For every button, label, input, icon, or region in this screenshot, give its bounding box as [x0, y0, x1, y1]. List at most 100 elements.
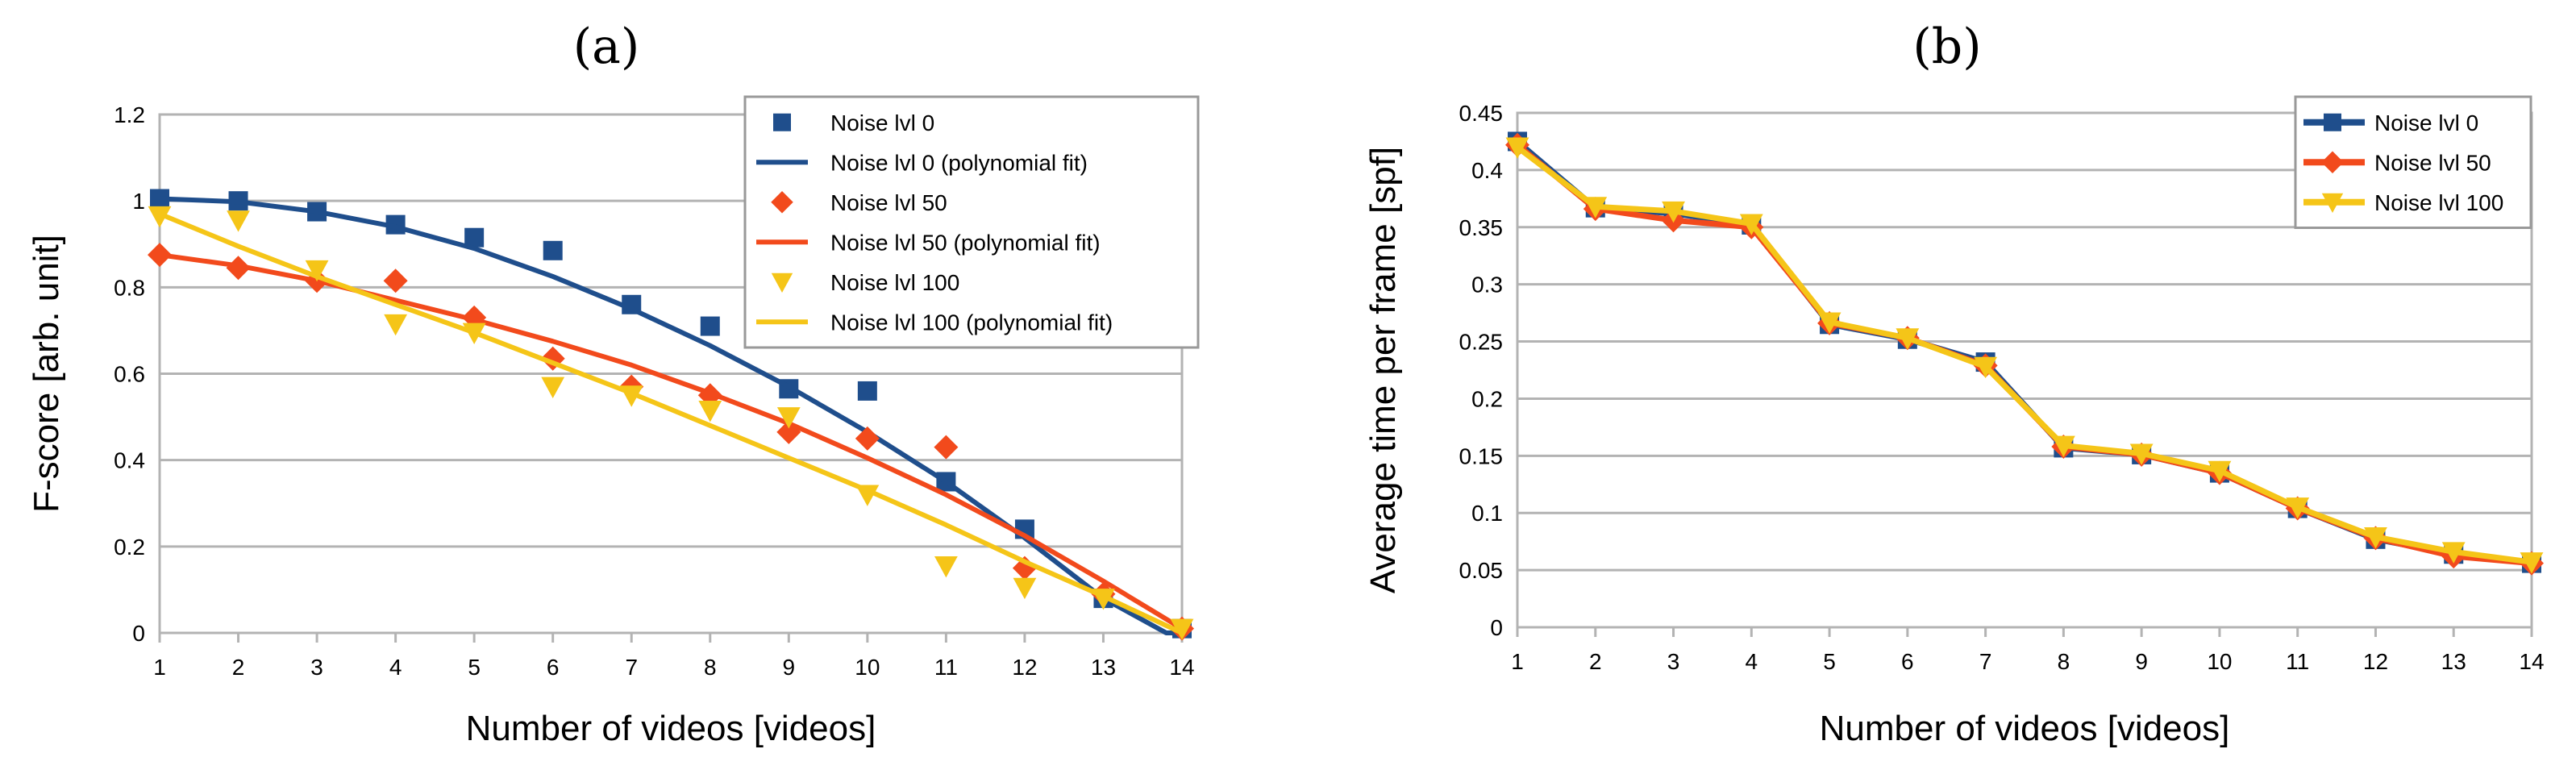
panel-label: (b) — [1912, 19, 1981, 75]
point-noise-lvl-0 — [543, 240, 563, 260]
y-tick-label: 0.4 — [1471, 158, 1503, 183]
chart-b: (b)00.050.10.150.20.250.30.350.40.451 2 3 4… — [1363, 19, 2545, 748]
legend-label: Noise lvl 0 — [830, 110, 934, 135]
point-noise-lvl-100 — [2208, 460, 2232, 483]
x-tick-label: 9 — [783, 655, 796, 680]
y-tick-label: 0.8 — [114, 275, 145, 300]
legend-label: Noise lvl 100 (polynomial fit) — [830, 310, 1113, 335]
x-tick-label: 10 — [855, 655, 880, 680]
x-tick-label: 11 — [2286, 649, 2309, 674]
point-noise-lvl-100 — [1505, 137, 1529, 159]
x-tick-label: 6 — [1901, 649, 1914, 674]
plot-frame — [1516, 111, 2533, 629]
x-tick-label: 14 — [1169, 655, 1194, 680]
x-tick-label: 6 — [547, 655, 560, 680]
legend-swatch-marker — [771, 273, 793, 293]
legend: Noise lvl 0 Noise lvl 50 Noise lvl 100 — [2294, 95, 2532, 229]
point-noise-lvl-0 — [464, 227, 485, 248]
chart-a: (a)00.20.40.60.811.21 2 3 4 5 6 7 8 9 10 11 12 13 14N… — [27, 19, 1200, 748]
y-tick-label: 0.25 — [1459, 330, 1504, 355]
y-tick-label: 0 — [132, 621, 145, 646]
point-noise-lvl-100 — [1583, 197, 1608, 218]
x-tick-label: 13 — [1091, 655, 1116, 680]
y-tick-label: 0.45 — [1459, 101, 1504, 126]
x-tick-label: 7 — [1979, 649, 1992, 674]
legend-label: Noise lvl 100 — [2374, 190, 2503, 215]
y-tick-label: 0.35 — [1459, 215, 1504, 240]
legend-box — [743, 95, 1200, 349]
x-tick-label: 2 — [232, 655, 245, 680]
point-noise-lvl-100 — [1013, 577, 1037, 600]
x-tick-label: 5 — [1823, 649, 1836, 674]
point-noise-lvl-100 — [2520, 552, 2544, 574]
y-tick-label: 0.1 — [1471, 501, 1503, 526]
x-tick-label: 5 — [468, 655, 481, 680]
legend-label: Noise lvl 50 — [830, 190, 947, 215]
legend-swatch-marker — [2324, 113, 2341, 131]
x-tick-label: 12 — [2363, 649, 2388, 674]
x-tick-label: 4 — [1746, 649, 1758, 674]
legend-swatch-marker — [771, 191, 793, 214]
point-noise-lvl-100 — [1170, 618, 1194, 641]
y-tick-label: 1 — [132, 189, 145, 214]
y-tick-label: 0.05 — [1459, 558, 1504, 583]
legend-swatch-marker — [773, 113, 791, 131]
point-noise-lvl-50 — [934, 435, 959, 460]
x-tick-label: 10 — [2207, 649, 2232, 674]
x-tick-label: 13 — [2441, 649, 2466, 674]
y-tick-label: 0 — [1490, 615, 1503, 640]
x-tick-label: 14 — [2519, 649, 2544, 674]
point-noise-lvl-100 — [1974, 356, 1998, 379]
x-tick-label: 3 — [1667, 649, 1680, 674]
point-noise-lvl-100 — [1662, 201, 1685, 223]
y-tick-label: 0.15 — [1459, 443, 1504, 468]
y-tick-label: 0.6 — [114, 362, 145, 387]
point-noise-lvl-0 — [857, 381, 877, 401]
point-noise-lvl-100 — [2051, 435, 2075, 457]
x-tick-label: 8 — [704, 655, 717, 680]
legend-label: Noise lvl 100 — [830, 270, 959, 295]
series-line-noise-lvl-100 — [1515, 144, 2532, 565]
plot-frame — [158, 113, 1184, 635]
point-noise-lvl-100 — [698, 401, 722, 422]
point-noise-lvl-50 — [855, 426, 880, 451]
legend-label: Noise lvl 0 — [2374, 110, 2478, 135]
x-tick-label: 2 — [1589, 649, 1602, 674]
legend-label: Noise lvl 0 (polynomial fit) — [830, 150, 1088, 175]
x-tick-label: 4 — [389, 655, 402, 680]
point-noise-lvl-0 — [150, 189, 169, 209]
point-noise-lvl-100 — [934, 556, 958, 578]
point-noise-lvl-100 — [2129, 443, 2154, 465]
series-line-noise-lvl-50-polynomial-fit — [159, 252, 1184, 631]
point-noise-lvl-0 — [700, 316, 720, 336]
y-tick-label: 1.2 — [114, 102, 145, 127]
point-noise-lvl-100 — [384, 314, 408, 336]
x-axis-title: Number of videos [videos] — [466, 709, 876, 748]
point-noise-lvl-100 — [541, 377, 565, 398]
legend-swatch-marker — [2321, 151, 2344, 173]
point-noise-lvl-100 — [148, 206, 172, 228]
x-tick-label: 1 — [1511, 649, 1524, 674]
series-line-noise-lvl-0-polynomial-fit — [159, 196, 1182, 635]
legend-label: Noise lvl 50 — [2374, 150, 2491, 175]
x-tick-label: 9 — [2135, 649, 2148, 674]
point-noise-lvl-100 — [2441, 542, 2466, 564]
x-tick-label: 12 — [1012, 655, 1037, 680]
point-noise-lvl-100 — [1896, 328, 1920, 350]
point-noise-lvl-100 — [305, 260, 329, 282]
x-axis-title: Number of videos [videos] — [1820, 709, 2230, 748]
point-noise-lvl-50 — [383, 268, 408, 293]
y-axis-title: Average time per frame [spf] — [1363, 147, 1403, 593]
legend: Noise lvl 0 Noise lvl 0 (polynomial fit) N… — [743, 95, 1200, 349]
point-noise-lvl-100 — [2286, 497, 2310, 519]
y-tick-label: 0.2 — [1471, 386, 1503, 411]
y-tick-label: 0.2 — [114, 535, 145, 560]
x-tick-label: 1 — [153, 655, 166, 680]
point-noise-lvl-100 — [776, 407, 801, 429]
y-axis-title: F-score [arb. unit] — [27, 235, 66, 513]
point-noise-lvl-100 — [2364, 526, 2387, 549]
point-noise-lvl-100 — [1817, 312, 1841, 334]
x-tick-label: 8 — [2058, 649, 2070, 674]
x-tick-label: 3 — [310, 655, 323, 680]
